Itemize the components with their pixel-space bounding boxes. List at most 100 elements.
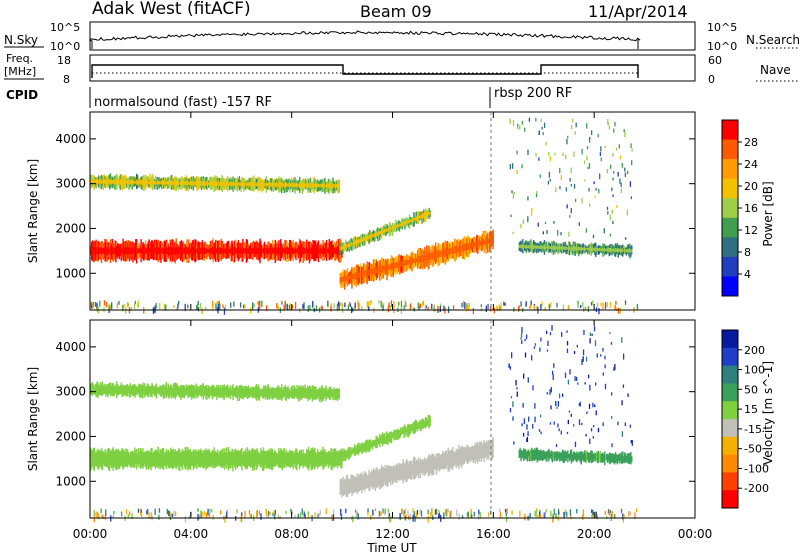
- echo-cell: [184, 387, 186, 396]
- echo-core: [411, 257, 413, 265]
- echo-core: [112, 180, 114, 184]
- echo-cell: [239, 385, 241, 399]
- echo-cell: [167, 383, 169, 398]
- echo-speckle: [196, 304, 199, 310]
- echo-core: [280, 248, 283, 254]
- echo-core: [184, 248, 186, 254]
- echo-core: [253, 248, 256, 254]
- echo-cell: [164, 384, 167, 396]
- echo-cell: [162, 384, 164, 396]
- echo-cell: [160, 385, 162, 397]
- echo-cell: [203, 386, 205, 397]
- echo-core: [265, 248, 267, 254]
- echo-speckle: [349, 303, 352, 308]
- echo-core: [413, 258, 415, 264]
- echo-speckle: [550, 387, 552, 393]
- echo-speckle: [586, 411, 588, 415]
- echo-cell: [575, 452, 577, 462]
- echo-cell: [577, 451, 580, 460]
- echo-cell: [458, 444, 460, 470]
- echo-core: [466, 243, 468, 250]
- echo-cell: [382, 433, 385, 445]
- velocity-echoes: [90, 325, 638, 523]
- echo-core: [257, 247, 259, 254]
- echo-core: [271, 183, 274, 187]
- echo-cell: [400, 463, 403, 480]
- echo-core: [565, 246, 567, 251]
- echo-cell: [269, 451, 271, 470]
- echo-cell: [281, 384, 283, 401]
- echo-cell: [131, 450, 133, 466]
- echo-cell: [544, 451, 547, 460]
- echo-speckle: [445, 509, 447, 515]
- echo-core: [224, 248, 226, 254]
- echo-speckle: [546, 349, 549, 352]
- echo-core: [234, 182, 236, 186]
- echo-speckle: [427, 515, 429, 523]
- echo-core: [203, 181, 205, 186]
- echo-core: [336, 183, 339, 189]
- echo-speckle: [536, 508, 538, 513]
- echo-core: [522, 244, 524, 250]
- echo-speckle: [604, 302, 607, 309]
- echo-cell: [352, 448, 354, 455]
- echo-cell: [296, 448, 298, 471]
- echo-speckle: [597, 427, 600, 433]
- echo-core: [258, 247, 260, 254]
- echo-core: [126, 180, 128, 184]
- echo-core: [297, 247, 299, 254]
- echo-cell: [138, 383, 141, 398]
- echo-speckle: [158, 508, 161, 513]
- echo-cell: [157, 386, 159, 394]
- echo-cell: [548, 448, 550, 461]
- echo-cell: [114, 384, 116, 393]
- echo-core: [331, 247, 333, 255]
- echo-core: [604, 247, 606, 252]
- echo-core: [369, 269, 371, 276]
- echo-cell: [526, 450, 529, 462]
- echo-speckle: [480, 304, 482, 308]
- echo-core: [330, 248, 332, 254]
- echo-speckle: [574, 131, 576, 135]
- echo-core: [599, 248, 601, 251]
- echo-core: [261, 182, 263, 187]
- echo-speckle: [105, 302, 108, 308]
- echo-cell: [406, 424, 409, 437]
- echo-cell: [409, 424, 412, 434]
- echo-cell: [557, 451, 559, 461]
- echo-core: [561, 247, 564, 250]
- echo-core: [447, 248, 449, 256]
- echo-core: [419, 215, 421, 219]
- echo-cell: [371, 440, 374, 450]
- echo-cell: [390, 466, 393, 482]
- echo-cell: [209, 452, 212, 467]
- echo-cell: [154, 449, 157, 469]
- echo-core: [379, 230, 381, 236]
- echo-core: [305, 183, 307, 187]
- echo-core: [478, 241, 480, 247]
- echo-cell: [101, 450, 104, 470]
- echo-core: [382, 229, 385, 234]
- echo-cell: [354, 447, 357, 456]
- echo-cell: [313, 449, 315, 468]
- echo-speckle: [590, 130, 593, 135]
- echo-core: [451, 248, 453, 254]
- colorbar-swatch: [722, 120, 738, 141]
- echo-speckle: [530, 355, 533, 361]
- echo-cell: [302, 449, 304, 469]
- echo-core: [91, 179, 94, 184]
- echo-cell: [604, 451, 606, 466]
- echo-speckle: [591, 333, 593, 336]
- echo-core: [572, 246, 574, 251]
- power-ylabel: Slant Range [km]: [26, 159, 40, 263]
- echo-cell: [335, 451, 338, 466]
- echo-core: [351, 273, 353, 281]
- echo-cell: [528, 451, 530, 462]
- echo-speckle: [540, 118, 542, 122]
- echo-cell: [583, 451, 585, 463]
- echo-core: [327, 248, 330, 254]
- echo-core: [274, 183, 277, 187]
- echo-cell: [518, 449, 520, 458]
- echo-speckle: [546, 229, 548, 235]
- echo-cell: [367, 475, 369, 488]
